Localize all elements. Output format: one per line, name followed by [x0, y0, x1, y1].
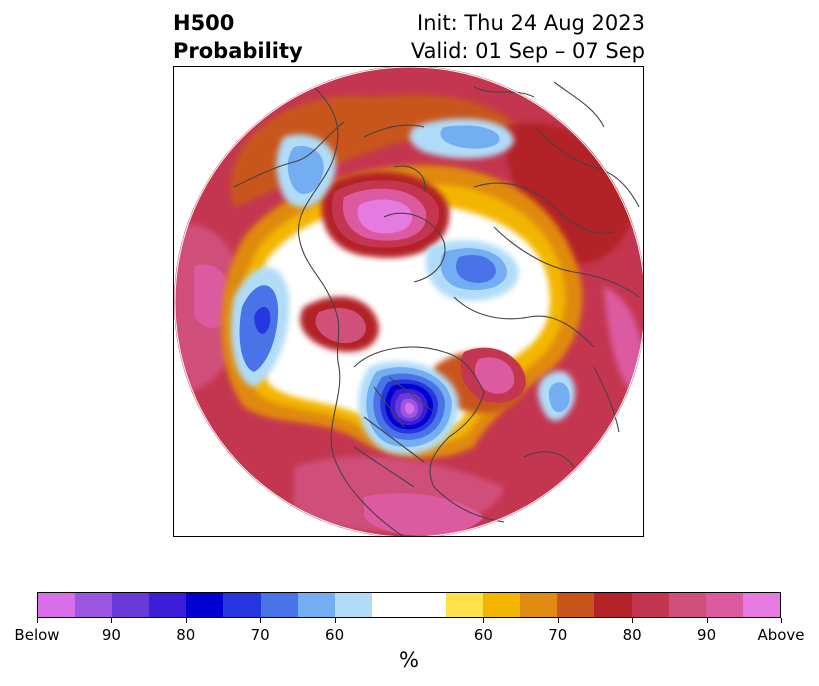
- colorbar-segment: [334, 593, 372, 617]
- colorbar-tick-label: 70: [548, 626, 568, 644]
- colorbar-tick-mark: [706, 618, 708, 623]
- colorbar-segment: [223, 593, 261, 617]
- title-line-2: Probability: [173, 39, 303, 63]
- colorbar-segment: [186, 593, 224, 617]
- colorbar-tick-label: 60: [473, 626, 493, 644]
- colorbar-segment: [520, 593, 558, 617]
- colorbar-unit: %: [399, 648, 419, 672]
- chart-title: H500 Probability: [173, 9, 303, 65]
- colorbar-tick-label: 60: [325, 626, 345, 644]
- colorbar-tick-label: 70: [250, 626, 270, 644]
- forecast-dates: Init: Thu 24 Aug 2023 Valid: 01 Sep – 07…: [411, 9, 645, 65]
- colorbar-tick-mark: [781, 618, 782, 623]
- colorbar-tick-label: 80: [176, 626, 196, 644]
- colorbar-tick-mark: [557, 618, 559, 623]
- colorbar-segment: [705, 593, 743, 617]
- colorbar-segment: [75, 593, 113, 617]
- colorbar-tick-label: Above: [757, 626, 805, 644]
- colorbar-tick-mark: [334, 618, 336, 623]
- colorbar-segment: [112, 593, 150, 617]
- colorbar-segment: [371, 593, 447, 617]
- colorbar-segment: [631, 593, 669, 617]
- probability-field: [174, 67, 643, 536]
- colorbar-tick-mark: [37, 618, 38, 623]
- colorbar-tick-mark: [632, 618, 634, 623]
- init-date: Init: Thu 24 Aug 2023: [417, 11, 645, 35]
- colorbar-segment: [149, 593, 187, 617]
- colorbar-segment: [446, 593, 484, 617]
- colorbar-tick-label: 90: [697, 626, 717, 644]
- colorbar-tick-mark: [260, 618, 262, 623]
- colorbar-segment: [742, 593, 780, 617]
- colorbar-segment: [557, 593, 595, 617]
- colorbar-tick-label: Below: [14, 626, 60, 644]
- colorbar-tick-mark: [111, 618, 113, 623]
- colorbar-segment: [260, 593, 298, 617]
- colorbar: [37, 592, 781, 618]
- colorbar-segment: [297, 593, 335, 617]
- colorbar-tick-label: 90: [101, 626, 121, 644]
- probability-map: [174, 67, 643, 536]
- coastlines: [233, 81, 640, 536]
- map-panel: [173, 66, 644, 537]
- colorbar-tick-mark: [185, 618, 187, 623]
- title-line-1: H500: [173, 11, 235, 35]
- colorbar-segment: [483, 593, 521, 617]
- colorbar-segment: [594, 593, 632, 617]
- colorbar-tick-label: 80: [622, 626, 642, 644]
- colorbar-segment: [38, 593, 76, 617]
- colorbar-tick-mark: [483, 618, 485, 623]
- colorbar-segment: [668, 593, 706, 617]
- valid-range: Valid: 01 Sep – 07 Sep: [410, 39, 645, 63]
